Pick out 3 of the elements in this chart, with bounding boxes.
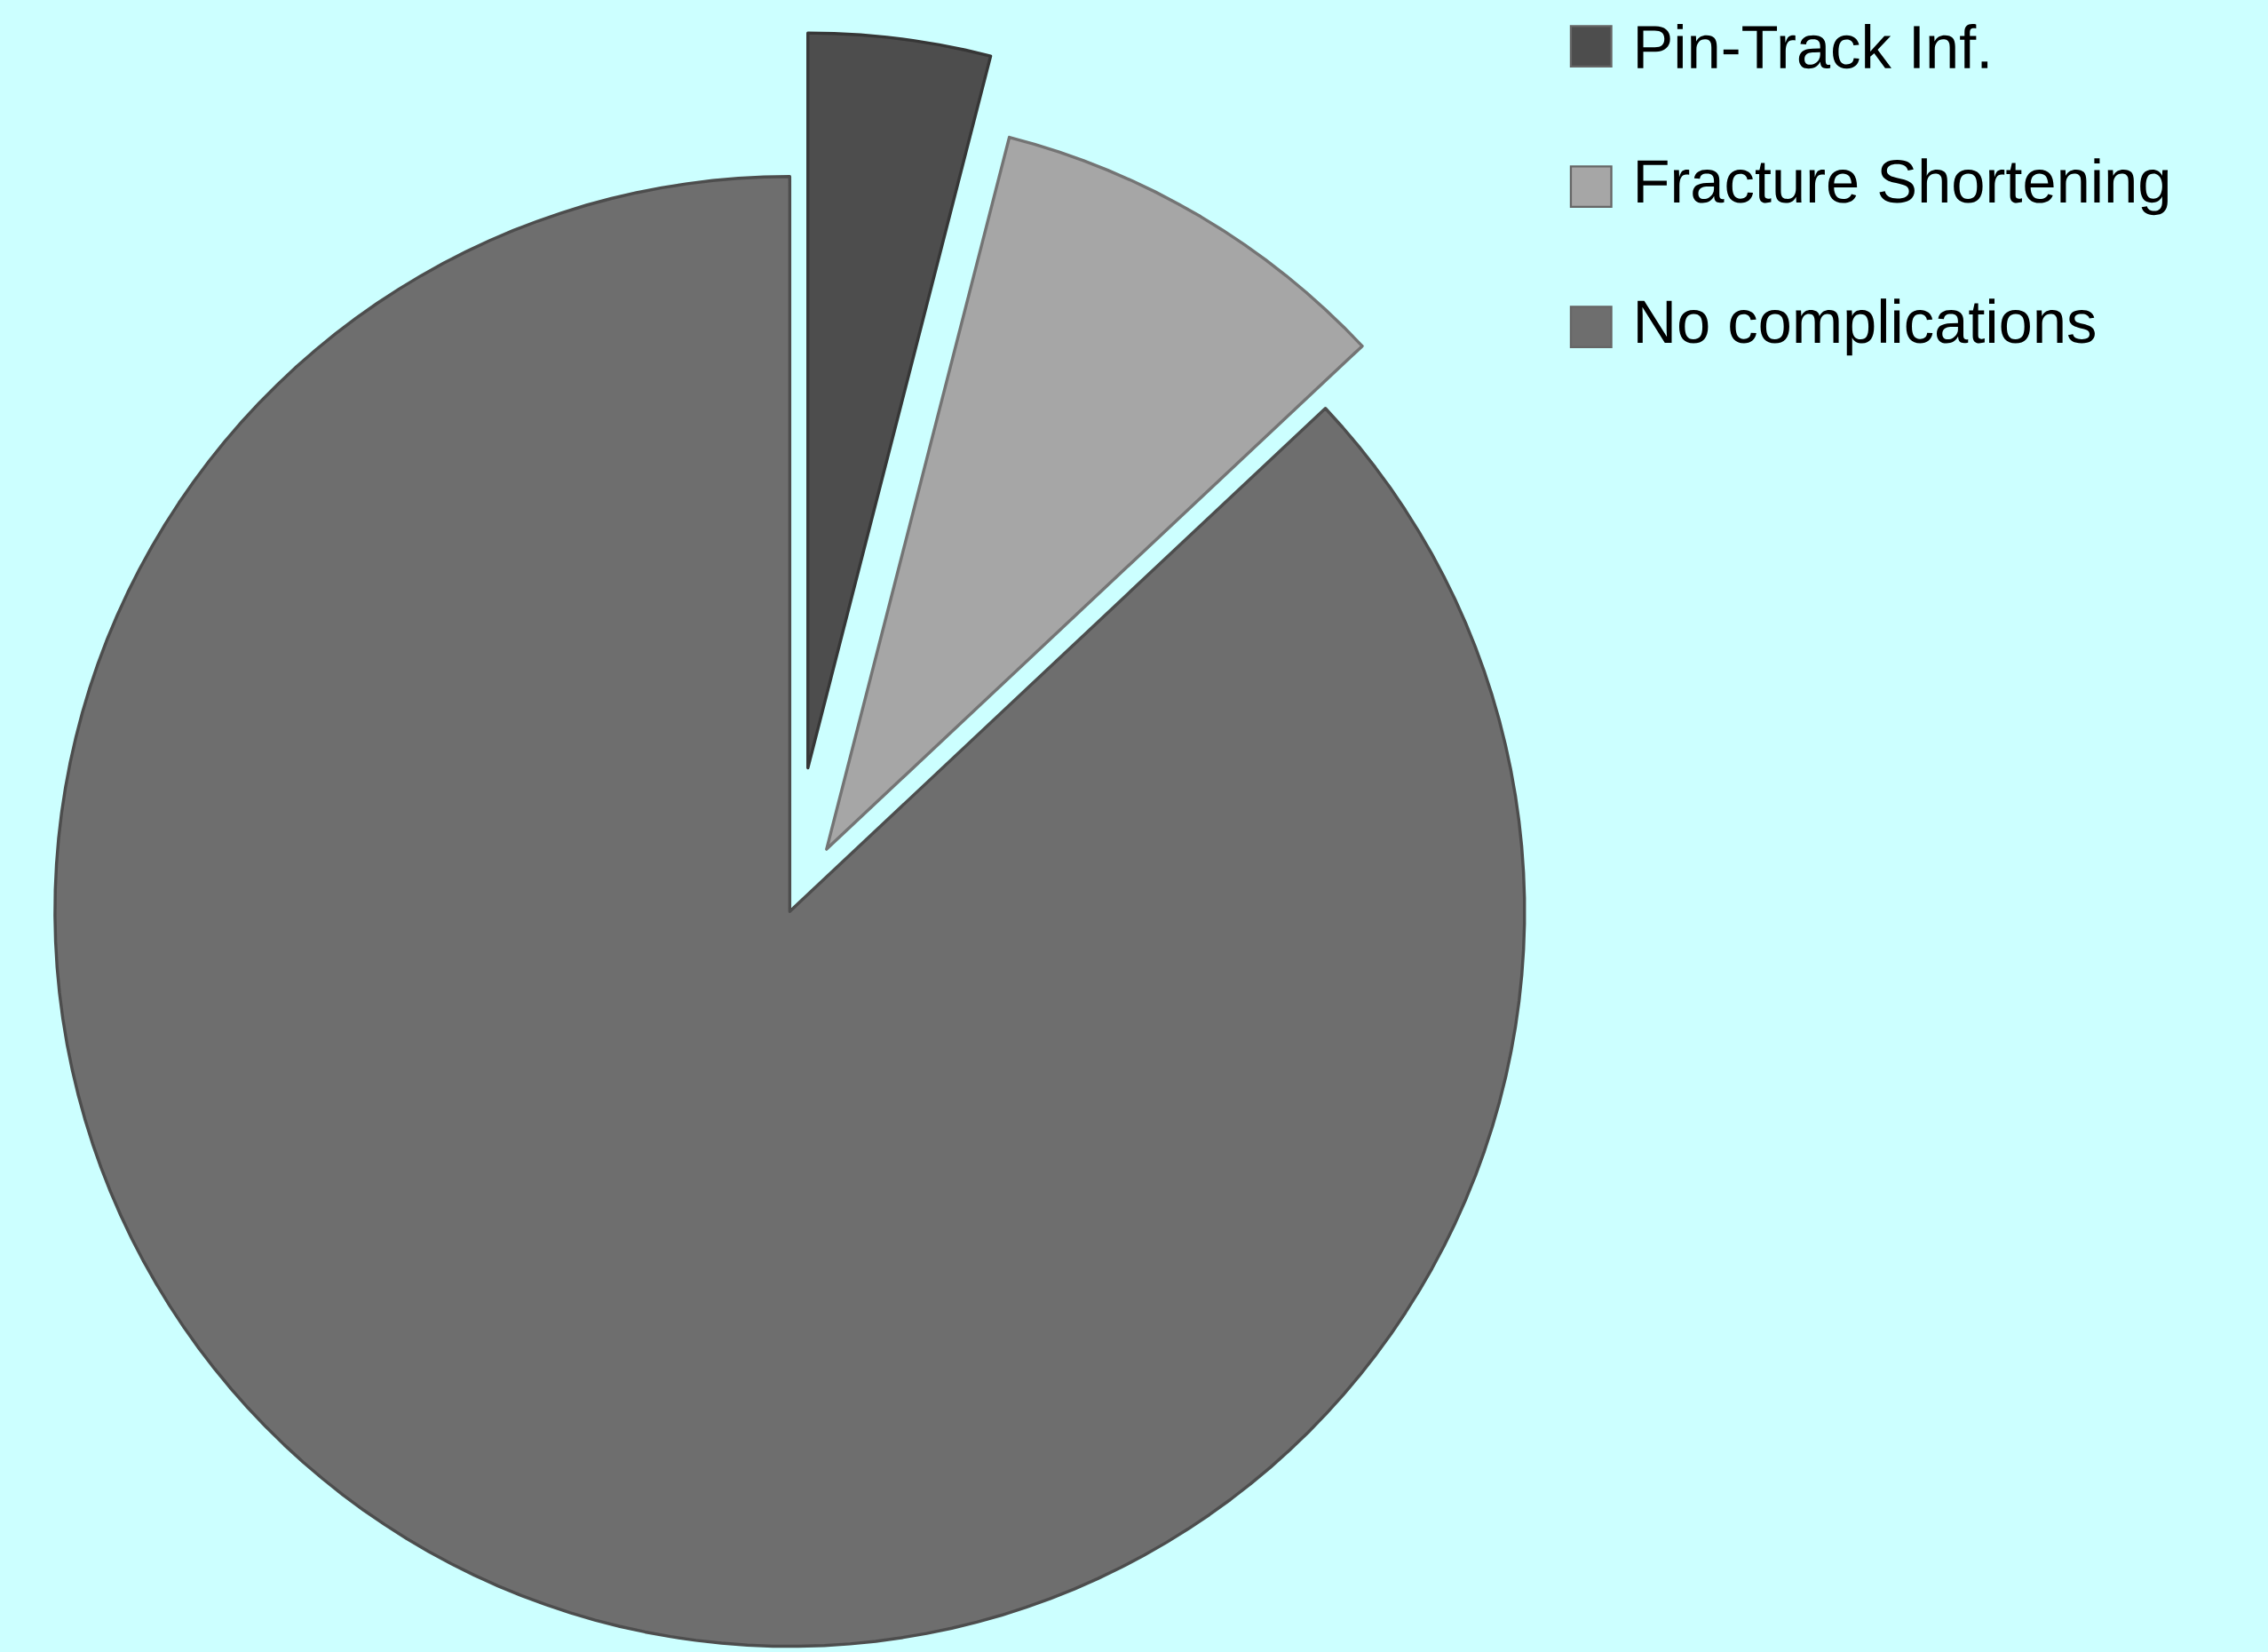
legend-label: Fracture Shortening: [1638, 158, 2169, 216]
legend-label: No complications: [1638, 298, 2095, 356]
legend-label: Pin-Track Inf.: [1638, 23, 1988, 69]
